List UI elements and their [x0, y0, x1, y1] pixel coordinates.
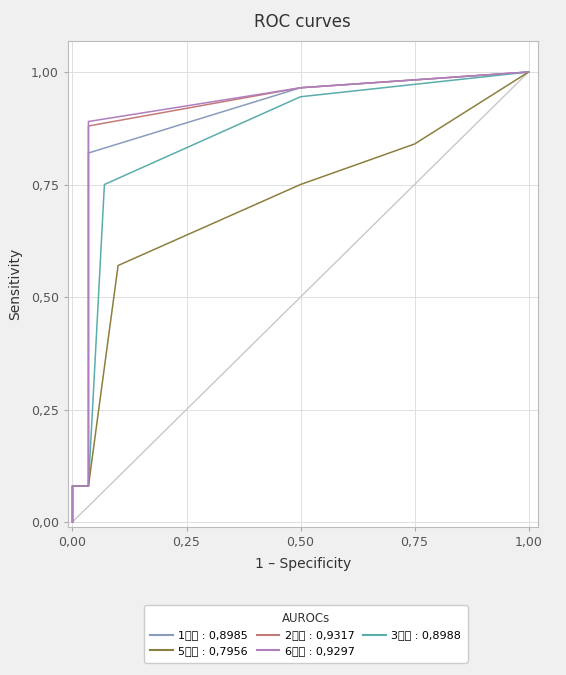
Legend: 1년차 : 0,8985, 5년차 : 0,7956, 2년차 : 0,9317, 6년차 : 0,9297, 3년차 : 0,8988: 1년차 : 0,8985, 5년차 : 0,7956, 2년차 : 0,9317… — [144, 605, 468, 663]
X-axis label: 1 – Specificity: 1 – Specificity — [255, 557, 351, 571]
Title: ROC curves: ROC curves — [255, 13, 351, 30]
Y-axis label: Sensitivity: Sensitivity — [8, 247, 23, 320]
